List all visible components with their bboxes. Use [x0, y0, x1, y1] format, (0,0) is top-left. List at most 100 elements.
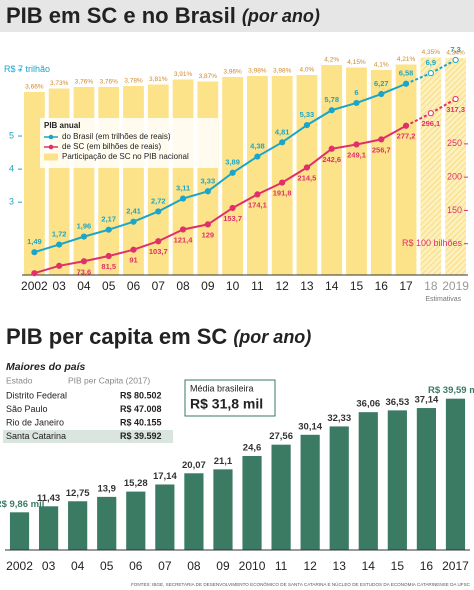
point-value-label: 103,7	[149, 247, 168, 256]
bar-value-label: 32,33	[327, 413, 351, 424]
x-tick-label: 17	[399, 279, 413, 293]
point-value-label: 6	[354, 88, 358, 97]
bar-value-label: 3,98%	[248, 68, 267, 75]
x-tick-label: 12	[303, 559, 317, 573]
table-header: Estado	[6, 375, 33, 385]
chart-subtitle: (por ano)	[242, 6, 320, 26]
legend-title: PIB anual	[44, 121, 80, 130]
x-tick-label: 10	[226, 279, 240, 293]
point-value-label: 153,7	[223, 214, 242, 223]
point-value-label: 5,33	[300, 110, 315, 119]
y-tick-label: 5	[9, 130, 14, 140]
x-tick-label: 2017	[442, 559, 469, 573]
bar	[68, 501, 88, 550]
point-value-label: 174,1	[248, 200, 267, 209]
point-value-label: 317,3	[446, 105, 465, 114]
legend-label: Participação de SC no PIB nacional	[62, 152, 189, 161]
table-header: PIB per Capita (2017)	[68, 375, 150, 385]
chart-title: PIB em SC e no Brasil	[6, 3, 236, 28]
bar-value-label: 17,14	[153, 471, 177, 482]
point	[204, 221, 211, 228]
bar-value-label: 3,66%	[25, 84, 44, 91]
bar-value-label: 37,14	[415, 395, 439, 406]
legend-label: do Brasil (em trilhões de reais)	[62, 132, 171, 141]
x-tick-label: 2019	[442, 279, 469, 293]
point-value-label: 2,17	[101, 215, 116, 224]
bar	[300, 434, 320, 550]
bar-value-label: 4,21%	[397, 56, 416, 63]
point-value-label: 277,2	[397, 132, 416, 141]
bar-value-label: 4,0%	[300, 67, 315, 74]
chart-subtitle: (por ano)	[233, 327, 311, 347]
x-tick-label: 06	[127, 279, 141, 293]
point	[303, 164, 311, 171]
bar	[271, 444, 291, 550]
table-cell: R$ 39.592	[120, 431, 162, 441]
source: FONTES: IBGE, SECRETARIA DE DESENVOLVIME…	[131, 581, 471, 587]
x-tick-label: 05	[102, 279, 116, 293]
bar	[172, 79, 194, 275]
point	[130, 246, 137, 253]
table-cell: Rio de Janeiro	[6, 417, 64, 427]
point	[452, 95, 459, 103]
bar-value-label: 15,28	[124, 478, 148, 489]
y2-tick-label: 250	[447, 138, 462, 148]
average-value: R$ 31,8 mil	[190, 396, 263, 412]
point	[105, 226, 112, 233]
point-value-label: 121,4	[174, 235, 194, 244]
bar	[23, 92, 45, 275]
bar-value-label: 3,91%	[174, 71, 193, 78]
bar	[358, 412, 378, 550]
x-tick-label: 2002	[21, 279, 48, 293]
x-tick-label: 08	[176, 279, 190, 293]
point	[31, 270, 38, 277]
x-tick-label: 07	[152, 279, 166, 293]
point	[378, 90, 385, 98]
table-cell: R$ 40.155	[120, 417, 162, 427]
point-value-label: 296,1	[421, 119, 440, 128]
bar-value-label: 3,96%	[223, 69, 242, 76]
point	[452, 56, 459, 64]
bar-value-label: 4,34%	[446, 50, 465, 57]
x-tick-label: 03	[52, 279, 66, 293]
point	[279, 179, 286, 186]
point	[179, 226, 187, 233]
bar-value-label: 36,06	[356, 399, 380, 410]
point	[353, 141, 360, 148]
x-tick-label: 13	[333, 559, 347, 573]
point	[402, 122, 410, 129]
bar-value-label: 3,76%	[75, 79, 94, 86]
bar	[98, 87, 120, 275]
estimate-connector	[405, 72, 432, 85]
point	[130, 218, 137, 225]
bar-value-label: 11,43	[37, 493, 60, 504]
x-tick-label: 11	[251, 279, 264, 293]
point	[254, 153, 261, 160]
x-tick-label: 2010	[239, 559, 266, 573]
x-tick-label: 09	[201, 279, 215, 293]
point	[155, 238, 162, 245]
legend-swatch	[44, 153, 58, 161]
bar-value-label: 4,1%	[374, 62, 389, 69]
legend-box	[40, 118, 218, 168]
bar-value-label: 3,76%	[100, 79, 119, 86]
y-tick-label: 3	[9, 197, 14, 207]
bar	[155, 484, 175, 550]
legend-swatch	[48, 144, 54, 150]
bar-value-label: 3,87%	[199, 73, 218, 80]
bar	[416, 408, 436, 550]
table-cell: São Paulo	[6, 404, 48, 414]
bar-value-label: 12,75	[66, 488, 90, 499]
bar-value-label: R$ 9,86 mil	[0, 499, 44, 510]
point	[229, 169, 236, 176]
point	[31, 249, 38, 256]
point-value-label: 81,5	[101, 262, 116, 271]
x-tick-label: 04	[71, 559, 85, 573]
point-value-label: 4,38	[250, 142, 265, 151]
point	[353, 99, 360, 107]
bar	[387, 410, 407, 550]
row-highlight	[3, 430, 173, 443]
point	[427, 110, 434, 117]
point-value-label: 73,6	[77, 267, 92, 276]
point-value-label: 3,89	[225, 158, 240, 167]
